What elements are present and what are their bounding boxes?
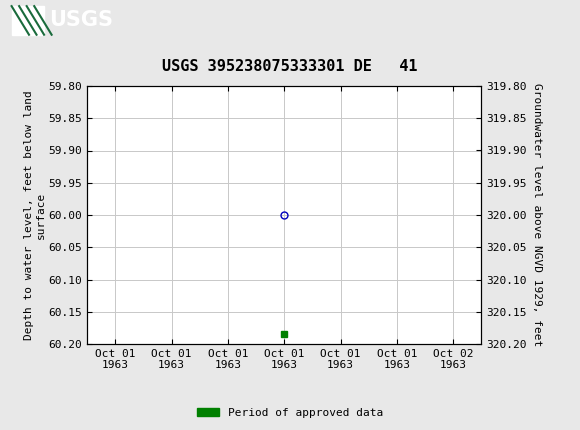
Y-axis label: Depth to water level, feet below land
surface: Depth to water level, feet below land su… [24, 90, 46, 340]
Legend: Period of approved data: Period of approved data [193, 403, 387, 422]
Text: USGS: USGS [49, 10, 113, 31]
Y-axis label: Groundwater level above NGVD 1929, feet: Groundwater level above NGVD 1929, feet [532, 83, 542, 347]
Text: USGS 395238075333301 DE   41: USGS 395238075333301 DE 41 [162, 59, 418, 74]
FancyBboxPatch shape [12, 6, 43, 35]
